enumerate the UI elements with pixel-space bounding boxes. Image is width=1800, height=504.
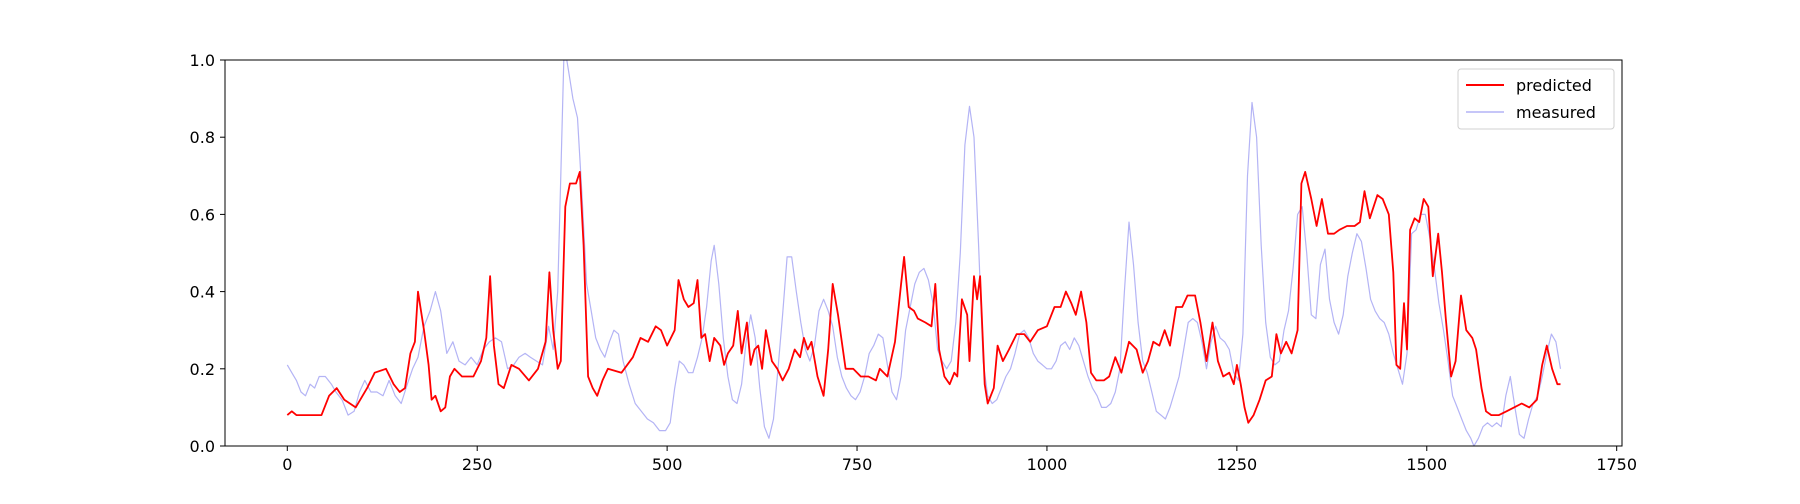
x-tick-label: 1250 (1216, 455, 1257, 474)
y-tick-label: 0.2 (190, 360, 215, 379)
axes: 0 250 500 750 1000 1250 1500 1750 0.0 0.2 0.4 0.6 0.… (190, 51, 1637, 474)
x-tick-label: 0 (282, 455, 292, 474)
series-line-measured (286, 60, 1562, 446)
x-tick-label: 1000 (1027, 455, 1068, 474)
y-tick-label: 0.0 (190, 437, 215, 456)
plot-area (286, 60, 1562, 446)
x-tick-label: 250 (462, 455, 493, 474)
y-tick-label: 0.4 (190, 283, 215, 302)
legend: predicted measured (1457, 68, 1615, 130)
y-tick-label: 0.8 (190, 128, 215, 147)
legend-label-predicted: predicted (1516, 76, 1592, 95)
x-tick-label: 1500 (1406, 455, 1447, 474)
y-tick-label: 0.6 (190, 205, 215, 224)
series-line-predicted (286, 171, 1561, 424)
y-tick-label: 1.0 (190, 51, 215, 70)
plot-frame (224, 59, 1623, 447)
x-tick-label: 500 (652, 455, 683, 474)
legend-label-measured: measured (1516, 103, 1596, 122)
x-tick-label: 750 (842, 455, 873, 474)
x-tick-label: 1750 (1596, 455, 1637, 474)
